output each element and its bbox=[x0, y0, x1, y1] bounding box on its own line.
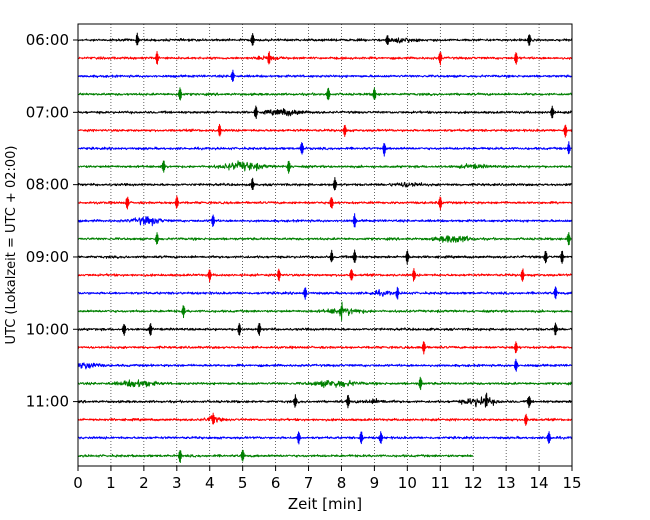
y-tick-label: 06:00 bbox=[26, 31, 69, 49]
x-tick-label: 0 bbox=[73, 474, 83, 492]
trace-0800 bbox=[77, 177, 573, 191]
x-tick-label: 3 bbox=[172, 474, 182, 492]
trace-0815 bbox=[77, 195, 573, 211]
trace-1045 bbox=[77, 376, 573, 391]
x-tick-label: 9 bbox=[370, 474, 380, 492]
trace-1130 bbox=[77, 431, 573, 445]
trace-0600 bbox=[77, 32, 573, 46]
x-tick-label: 14 bbox=[530, 474, 549, 492]
trace-1000 bbox=[77, 322, 573, 336]
trace-1145 bbox=[77, 449, 474, 464]
x-tick-label: 6 bbox=[271, 474, 281, 492]
x-tick-label: 1 bbox=[106, 474, 116, 492]
trace-0945 bbox=[77, 301, 573, 322]
traces-group bbox=[77, 32, 573, 464]
x-tick-label: 10 bbox=[398, 474, 417, 492]
x-tick-label: 12 bbox=[464, 474, 483, 492]
trace-0830 bbox=[77, 213, 573, 228]
trace-0615 bbox=[77, 50, 573, 66]
plot-frame bbox=[77, 23, 573, 467]
y-tick-label: 10:00 bbox=[26, 320, 69, 338]
x-tick-label: 5 bbox=[238, 474, 248, 492]
x-tick-label: 15 bbox=[562, 474, 581, 492]
y-ticks: 06:00 07:00 08:00 09:00 10:00 11:00 bbox=[26, 31, 78, 411]
x-tick-label: 8 bbox=[337, 474, 347, 492]
x-tick-label: 4 bbox=[205, 474, 215, 492]
y-tick-label: 11:00 bbox=[26, 393, 69, 411]
trace-0730 bbox=[77, 141, 573, 157]
trace-1115 bbox=[77, 412, 573, 426]
x-axis-label: Zeit [min] bbox=[288, 495, 362, 513]
trace-0715 bbox=[77, 123, 573, 138]
trace-0915 bbox=[77, 267, 573, 283]
x-tick-label: 13 bbox=[497, 474, 516, 492]
y-axis-label: UTC (Lokalzeit = UTC + 02:00) bbox=[4, 146, 19, 345]
trace-0845 bbox=[77, 232, 573, 246]
trace-1030 bbox=[77, 358, 573, 372]
trace-0645 bbox=[77, 87, 573, 101]
vertical-grid bbox=[110, 24, 540, 466]
x-ticks: 0 1 2 3 4 5 6 7 8 9 10 11 12 13 14 15 bbox=[73, 466, 582, 492]
trace-0900 bbox=[77, 249, 573, 265]
y-tick-label: 07:00 bbox=[26, 103, 69, 121]
y-tick-label: 08:00 bbox=[26, 176, 69, 194]
x-tick-label: 11 bbox=[431, 474, 450, 492]
y-tick-label: 09:00 bbox=[26, 248, 69, 266]
x-tick-label: 2 bbox=[139, 474, 149, 492]
trace-0745 bbox=[77, 160, 573, 174]
trace-0630 bbox=[77, 69, 573, 82]
trace-1015 bbox=[77, 341, 573, 355]
trace-0700 bbox=[77, 105, 573, 120]
x-tick-label: 7 bbox=[304, 474, 314, 492]
trace-0930 bbox=[77, 286, 573, 300]
trace-1100 bbox=[77, 392, 573, 409]
